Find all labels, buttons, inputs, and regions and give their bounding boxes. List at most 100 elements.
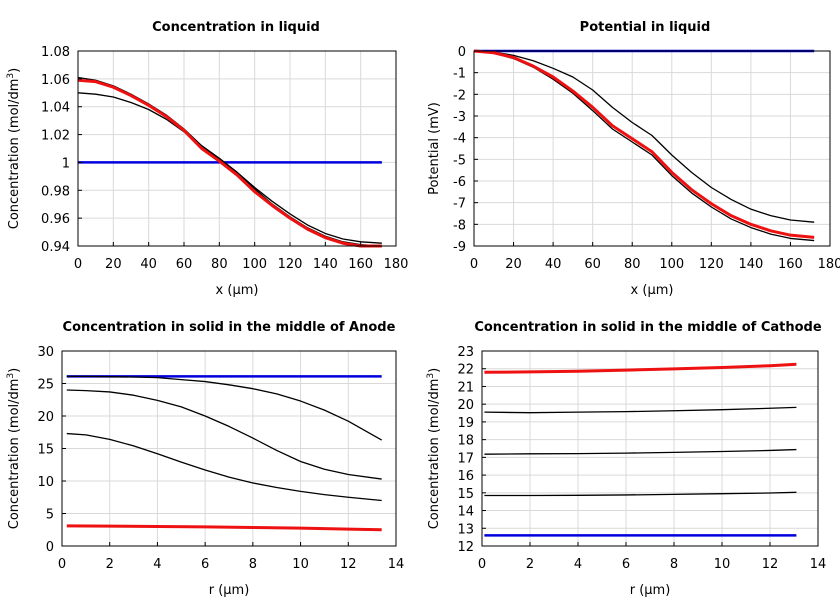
- chart-title: Potential in liquid: [580, 20, 711, 35]
- x-tick-label: 60: [176, 257, 193, 272]
- series-line-curve-2: [66, 389, 382, 480]
- series-line-final: [77, 78, 382, 248]
- y-tick-label: 10: [37, 475, 54, 490]
- y-tick-label: 12: [457, 540, 474, 555]
- y-tick-label: -1: [453, 67, 466, 82]
- y-axis-label-superscript: 3: [426, 373, 436, 379]
- y-tick-label: 22: [457, 363, 474, 378]
- y-tick-label: 17: [457, 451, 474, 466]
- y-tick-label: 25: [37, 378, 54, 393]
- x-axis-label: r (µm): [209, 583, 250, 598]
- x-tick-label: 180: [384, 257, 409, 272]
- chart-panel-3: 0 2 4 6 8 10 12 14 0 5 10 15 20 25 30 Concentration in …: [6, 320, 404, 598]
- y-axis-label: Potential (mV): [427, 102, 442, 195]
- x-axis-label: x (µm): [631, 283, 674, 298]
- x-tick-label: 160: [778, 257, 803, 272]
- y-tick-label: 0: [458, 45, 466, 60]
- series-line-final: [484, 362, 797, 374]
- y-tick-label: 1.08: [41, 45, 70, 60]
- x-tick-label: 0: [58, 557, 66, 572]
- x-tick-label: 100: [659, 257, 684, 272]
- y-axis-label-end: ): [427, 368, 442, 373]
- x-tick-label: 160: [348, 257, 373, 272]
- y-tick-label: 20: [457, 398, 474, 413]
- series-line-final: [473, 49, 815, 239]
- x-tick-label: 180: [818, 257, 840, 272]
- y-tick-label: 0.96: [41, 212, 70, 227]
- chart-title: Concentration in solid in the middle of …: [474, 320, 822, 335]
- x-tick-label: 10: [292, 557, 309, 572]
- x-tick-label: 6: [201, 557, 209, 572]
- x-tick-label: 0: [74, 257, 82, 272]
- y-tick-label: -2: [453, 88, 466, 103]
- x-tick-label: 100: [242, 257, 267, 272]
- y-tick-label: 1.06: [41, 73, 70, 88]
- y-tick-label: 0.94: [41, 240, 70, 255]
- y-tick-label: 1: [62, 156, 70, 171]
- x-tick-label: 0: [478, 557, 486, 572]
- y-tick-label: 15: [37, 443, 54, 458]
- y-tick-label: 30: [37, 345, 54, 360]
- series-line-curve-2: [484, 448, 797, 455]
- x-tick-label: 40: [545, 257, 562, 272]
- y-axis-label-end: ): [7, 68, 22, 73]
- y-tick-label: 16: [457, 469, 474, 484]
- chart-panel-1: 0 20 40 60 80 100 120 140 160 180 0.94 0.96 0.98 1 1.0…: [6, 20, 408, 298]
- x-tick-label: 20: [105, 257, 122, 272]
- y-tick-label: 1.02: [41, 129, 70, 144]
- y-tick-label: -3: [453, 110, 466, 125]
- y-axis-label: Concentration (mol/dm3): [6, 368, 22, 530]
- x-tick-label: 20: [505, 257, 522, 272]
- x-tick-label: 0: [470, 257, 478, 272]
- x-tick-label: 80: [624, 257, 641, 272]
- y-tick-label: 21: [457, 380, 474, 395]
- y-tick-label: -5: [453, 153, 466, 168]
- series-line-curve-1: [484, 406, 797, 414]
- x-tick-label: 4: [574, 557, 582, 572]
- x-tick-label: 10: [714, 557, 731, 572]
- y-tick-label: 19: [457, 416, 474, 431]
- y-tick-label: 0: [46, 540, 54, 555]
- y-axis-label-main: Concentration (mol/dm: [427, 379, 442, 530]
- x-tick-label: 14: [388, 557, 405, 572]
- x-tick-label: 12: [340, 557, 357, 572]
- y-tick-label: 0.98: [41, 184, 70, 199]
- x-tick-label: 40: [140, 257, 157, 272]
- plot-frame: [473, 50, 831, 247]
- y-tick-label: 13: [457, 522, 474, 537]
- x-tick-label: 2: [526, 557, 534, 572]
- y-tick-label: 20: [37, 410, 54, 425]
- plot-frame: [77, 50, 397, 247]
- x-tick-label: 8: [249, 557, 257, 572]
- y-axis-label-end: ): [7, 368, 22, 373]
- y-axis-label: Concentration (mol/dm3): [426, 368, 442, 530]
- y-tick-label: 15: [457, 487, 474, 502]
- x-tick-label: 120: [699, 257, 724, 272]
- y-tick-label: 14: [457, 505, 474, 520]
- y-tick-label: 23: [457, 345, 474, 360]
- y-axis-label: Concentration (mol/dm3): [6, 68, 22, 230]
- x-axis-label: r (µm): [630, 583, 671, 598]
- y-tick-label: 18: [457, 434, 474, 449]
- x-tick-label: 140: [313, 257, 338, 272]
- series-line-final: [66, 524, 382, 532]
- chart-panel-4: 0 2 4 6 8 10 12 14121314151617181920212223Conce…: [426, 320, 826, 598]
- series-line-curve-3: [66, 432, 382, 502]
- y-tick-label: -8: [453, 218, 466, 233]
- x-tick-label: 8: [670, 557, 678, 572]
- x-tick-label: 140: [738, 257, 763, 272]
- x-tick-label: 120: [278, 257, 303, 272]
- x-tick-label: 4: [153, 557, 161, 572]
- plot-frame: [481, 350, 819, 547]
- x-axis-label: x (µm): [216, 283, 259, 298]
- x-tick-label: 6: [622, 557, 630, 572]
- x-tick-label: 2: [106, 557, 114, 572]
- series-line-curve-3: [484, 491, 797, 497]
- series-line-curve-1: [473, 50, 815, 223]
- y-tick-label: -4: [453, 132, 466, 147]
- y-axis-label-main: Concentration (mol/dm: [7, 379, 22, 530]
- x-tick-label: 60: [584, 257, 601, 272]
- y-tick-label: -9: [453, 240, 466, 255]
- x-tick-label: 14: [810, 557, 827, 572]
